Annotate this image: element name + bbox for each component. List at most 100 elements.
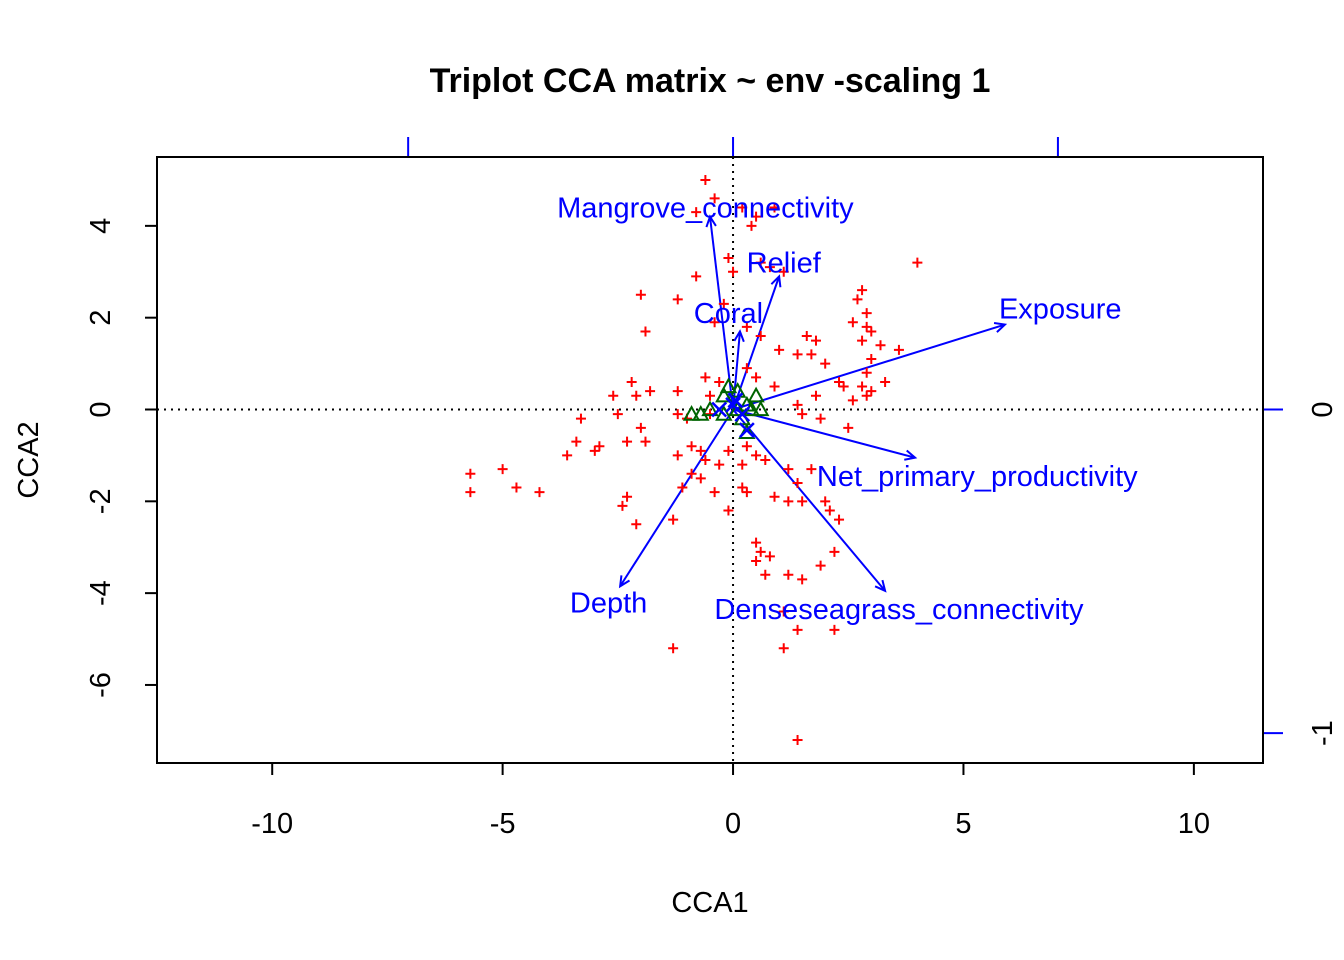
site-point-72 <box>562 450 573 461</box>
site-point-84 <box>760 455 771 465</box>
site-point-78 <box>741 441 752 452</box>
site-point-45 <box>810 390 821 401</box>
site-point-7 <box>728 266 739 277</box>
site-point-91 <box>534 487 545 498</box>
y-tick-label-3: -2 <box>85 488 117 514</box>
site-point-66 <box>635 422 646 433</box>
site-point-113 <box>797 574 808 585</box>
site-point-48 <box>815 413 826 424</box>
site-point-98 <box>783 496 794 507</box>
site-point-32 <box>792 349 803 360</box>
site-point-8 <box>723 253 734 263</box>
species-point-6 <box>701 400 719 417</box>
site-point-11 <box>778 266 789 277</box>
site-point-58 <box>626 376 637 387</box>
site-point-33 <box>774 344 785 355</box>
plot-frame <box>156 156 1264 764</box>
site-point-27 <box>709 317 720 328</box>
site-point-31 <box>810 335 821 346</box>
site-point-61 <box>612 409 623 420</box>
site-point-80 <box>714 459 725 470</box>
site-point-122 <box>792 735 803 746</box>
site-point-95 <box>737 482 748 493</box>
site-point-110 <box>751 556 762 566</box>
site-point-47 <box>797 409 808 420</box>
env-label-4: Net_primary_productivity <box>817 461 1138 493</box>
centroid-point-4 <box>725 397 741 413</box>
site-point-96 <box>741 487 752 498</box>
site-point-30 <box>801 331 812 342</box>
env-arrow-3 <box>732 323 1006 411</box>
site-point-99 <box>797 496 808 507</box>
site-point-82 <box>695 473 706 484</box>
y-tick-label-5: -6 <box>85 672 117 698</box>
site-point-13 <box>718 298 729 309</box>
env-arrow-head-3 <box>993 321 1008 333</box>
site-point-26 <box>640 326 651 337</box>
site-point-50 <box>769 381 780 392</box>
site-point-19 <box>861 321 872 332</box>
site-point-90 <box>511 482 522 493</box>
site-point-56 <box>705 390 715 401</box>
x-tick-label-4: 10 <box>1178 808 1210 840</box>
x-tick-label-0: -10 <box>251 808 293 840</box>
site-point-25 <box>672 294 683 305</box>
species-point-5 <box>728 400 747 417</box>
env-arrow-1 <box>732 276 781 410</box>
site-point-101 <box>824 505 835 516</box>
site-point-22 <box>875 340 886 351</box>
site-point-79 <box>751 450 762 461</box>
right-tick-label-1: -1 <box>1307 720 1339 746</box>
species-point-12 <box>751 400 770 417</box>
site-point-18 <box>847 317 858 328</box>
site-point-60 <box>608 390 619 401</box>
env-arrow-head-4 <box>904 449 918 461</box>
site-point-85 <box>783 464 794 475</box>
site-point-35 <box>820 358 831 369</box>
site-point-103 <box>617 500 628 511</box>
site-point-94 <box>709 487 720 498</box>
site-point-59 <box>631 390 642 401</box>
chart-title: Triplot CCA matrix ~ env -scaling 1 <box>430 62 991 100</box>
centroid-point-3 <box>738 422 755 439</box>
species-point-0 <box>719 377 738 394</box>
site-point-3 <box>751 211 762 222</box>
site-point-44 <box>861 390 872 401</box>
site-point-76 <box>700 455 711 465</box>
env-label-5: Depth <box>570 587 647 619</box>
site-point-0 <box>700 174 711 185</box>
centroid-point-1 <box>711 401 728 418</box>
site-point-21 <box>857 335 868 346</box>
species-point-3 <box>747 386 765 403</box>
site-point-12 <box>691 271 702 282</box>
x-tick-label-1: -5 <box>490 808 516 840</box>
y-tick-label-1: 2 <box>85 310 117 326</box>
environment-labels: Mangrove_connectivity Relief Coral Exposure… <box>557 193 1138 627</box>
site-point-115 <box>829 546 840 557</box>
site-point-69 <box>571 436 582 447</box>
env-arrow-head-2 <box>733 329 745 343</box>
centroid-point-0 <box>727 392 744 409</box>
site-point-87 <box>792 477 803 488</box>
y-tick-label-0: 4 <box>85 218 117 234</box>
site-point-51 <box>751 372 762 383</box>
site-point-108 <box>751 537 762 548</box>
site-point-75 <box>672 450 683 461</box>
env-arrow-4 <box>732 408 916 459</box>
site-point-67 <box>622 436 633 447</box>
site-point-29 <box>755 331 766 342</box>
site-point-89 <box>497 464 508 475</box>
site-point-118 <box>792 624 803 635</box>
x-axis-label: CCA1 <box>671 887 748 919</box>
site-point-114 <box>764 551 775 562</box>
site-point-37 <box>861 367 872 378</box>
site-point-102 <box>622 491 633 502</box>
species-point-13 <box>738 423 756 440</box>
site-point-116 <box>815 560 826 571</box>
env-arrow-0 <box>709 216 735 410</box>
site-point-2 <box>737 202 748 213</box>
site-point-65 <box>575 413 586 424</box>
centroid-points <box>711 392 755 439</box>
env-arrow-head-5 <box>618 575 631 589</box>
